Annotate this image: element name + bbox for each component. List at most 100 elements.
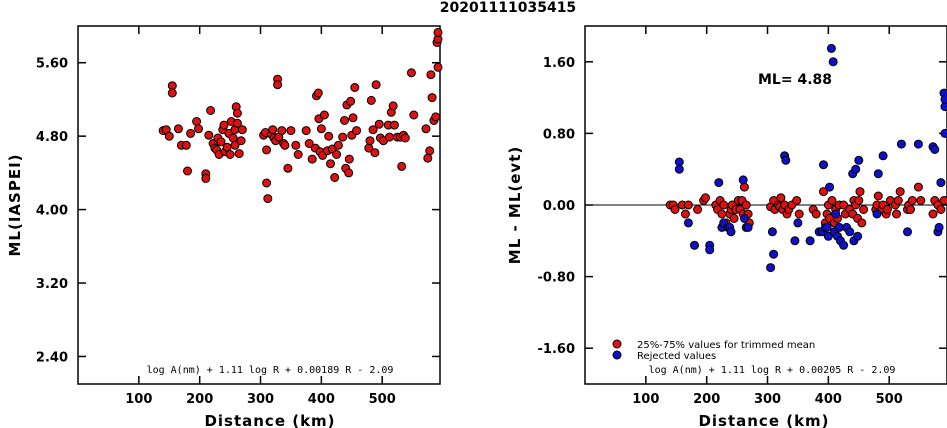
right-point-rejected [674,164,684,174]
left-point-kept [204,130,214,140]
left-point-kept [263,194,273,204]
left-point-kept [219,120,229,130]
left-data-points [158,27,443,204]
right-point-rejected [819,160,828,170]
right-ytick-label: -1.60 [538,342,575,357]
right-x-axis: 100 200 300 400 500 [632,26,903,407]
right-x-axis-label: Distance (km) [698,412,829,428]
right-point-kept [729,213,739,223]
left-point-kept [397,161,407,171]
right-point-kept [913,182,923,192]
right-point-kept [892,209,901,219]
right-point-rejected [826,43,836,53]
legend-kept-marker [612,339,622,349]
left-point-kept [374,119,384,129]
right-point-rejected [940,128,947,138]
figure-title: 20201111035415 [440,0,576,16]
right-point-kept [939,196,947,205]
left-point-kept [421,124,431,134]
right-point-kept [839,200,849,210]
left-point-kept [365,136,375,146]
right-point-kept [882,205,892,214]
legend-rejected-marker [612,350,622,360]
left-point-kept [277,126,287,136]
right-point-kept [854,196,864,205]
right-annotation-ml: ML= 4.88 [758,72,832,88]
left-point-kept [232,118,242,128]
left-point-kept [316,124,326,134]
left-point-kept [330,173,340,182]
right-point-kept [907,196,917,205]
left-point-kept [425,146,435,156]
right-point-rejected [913,139,923,149]
right-point-kept [717,209,727,219]
left-y-axis: 2.40 3.20 4.00 4.80 5.60 [36,57,440,365]
left-point-kept [230,140,240,150]
left-point-kept [201,173,211,183]
left-point-kept [237,125,247,135]
right-point-rejected [845,227,855,237]
right-xtick-label: 100 [632,392,659,407]
right-point-rejected [781,155,791,165]
right-point-rejected [896,139,906,149]
left-point-kept [262,178,272,188]
left-point-kept [389,120,399,130]
right-point-rejected [940,94,947,104]
left-point-kept [273,80,283,90]
right-point-kept [739,182,749,192]
right-point-rejected [738,175,748,185]
right-point-kept [928,209,938,219]
right-y-axis: -1.60 -0.80 0.00 0.80 1.60 [538,56,947,357]
left-point-kept [326,159,335,169]
right-point-kept [701,193,710,203]
left-ytick-label: 4.80 [36,130,68,145]
right-point-rejected [705,245,715,255]
right-point-rejected [769,249,779,259]
left-point-kept [280,140,290,150]
left-point-kept [304,139,314,148]
left-point-kept [268,125,278,135]
right-point-kept [719,200,729,210]
right-xtick-label: 300 [754,392,781,407]
left-point-kept [352,126,362,136]
right-point-kept [819,187,828,197]
left-point-kept [167,88,177,98]
left-point-kept [333,140,343,150]
right-point-kept [683,200,693,210]
left-ytick-label: 2.40 [36,350,68,365]
left-point-kept [286,126,296,136]
left-point-kept [409,110,419,120]
left-point-kept [427,93,437,103]
left-point-kept [301,126,311,136]
left-point-kept [183,166,192,176]
right-point-kept [776,193,786,203]
left-point-kept [283,163,293,173]
left-y-axis-label: ML(IASPEI) [6,153,24,256]
left-xtick-label: 100 [125,392,152,407]
right-point-rejected [805,236,815,246]
left-point-kept [340,116,349,125]
left-point-kept [406,68,416,78]
right-ytick-label: -0.80 [538,271,575,286]
right-xtick-label: 500 [876,392,903,407]
left-plot-frame [77,25,441,385]
right-point-rejected [936,178,946,188]
legend-rejected-label: Rejected values [637,351,716,362]
right-ytick-label: 1.60 [543,56,575,71]
right-point-rejected [726,227,736,237]
right-point-kept [906,205,915,214]
right-point-rejected [873,169,883,179]
left-point-kept [385,132,394,142]
right-point-kept [670,205,680,214]
left-point-kept [368,125,378,135]
left-point-kept [225,150,235,159]
left-point-kept [216,137,226,147]
left-point-kept [293,150,303,159]
right-point-rejected [822,222,832,232]
right-point-rejected [930,145,940,154]
right-xtick-label: 400 [815,392,842,407]
right-panel: -1.60 -0.80 0.00 0.80 1.60 100 200 300 400 500 M… [506,25,947,428]
right-point-kept [792,196,802,205]
left-point-kept [181,140,191,150]
